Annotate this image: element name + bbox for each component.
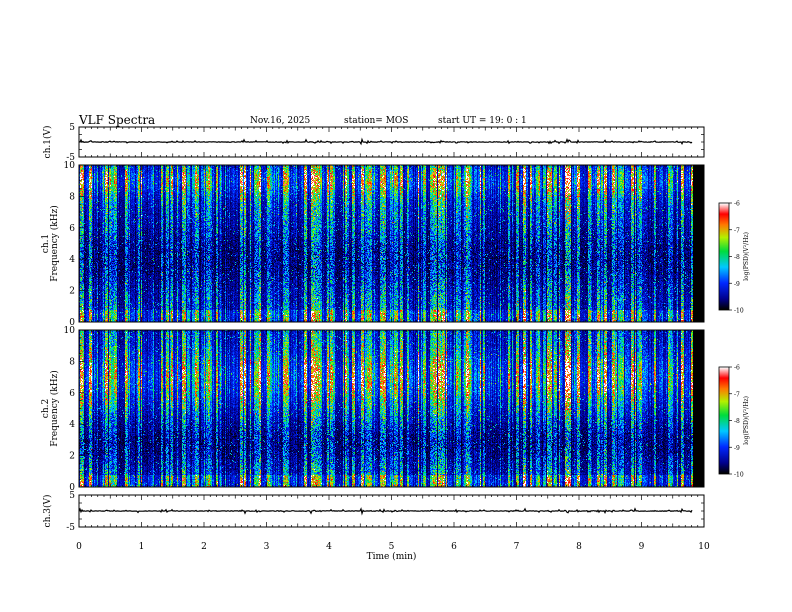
y-tick-label: 10 [64, 326, 76, 336]
colorbar-tick-label: -8 [734, 418, 740, 425]
y-tick-label: 0 [69, 318, 75, 328]
ch2-spectrogram-image [79, 330, 704, 487]
colorbar-tick-label: -10 [734, 472, 744, 479]
colorbar-tick-label: -6 [734, 201, 740, 208]
y-tick-label: 5 [69, 123, 75, 133]
station-label: station= MOS [344, 116, 409, 126]
colorbar-tick-label: -10 [734, 308, 744, 315]
ch2-colorbar [719, 367, 729, 474]
y-axis-label: ch.3(V) [42, 495, 53, 528]
y-tick-label: 10 [64, 161, 76, 171]
figure-title: VLF Spectra [79, 113, 156, 127]
observation-date: Nov.16, 2025 [250, 116, 311, 126]
x-axis-label: Time (min) [367, 551, 417, 562]
x-tick-label: 8 [576, 542, 582, 552]
colorbar-tick-label: -6 [734, 365, 740, 372]
colorbar-label: log(PSD)(V²/Hz) [743, 396, 750, 445]
x-tick-label: 7 [514, 542, 520, 552]
colorbar-frame [718, 366, 730, 475]
x-tick-label: 10 [698, 542, 710, 552]
ch3-waveform-axes: 5 -5 ch.3(V) 0 1 2 3 4 5 6 7 8 9 10 Time (min) [42, 491, 710, 562]
x-tick-label: 6 [451, 542, 457, 552]
y-tick-label: 5 [69, 491, 75, 501]
y-tick-label: 8 [69, 192, 75, 202]
colorbar-tick-label: -9 [734, 445, 740, 452]
y-axis-frequency-label: Frequency (kHz) [49, 370, 60, 447]
colorbar-tick-label: -9 [734, 281, 740, 288]
x-tick-label: 5 [389, 542, 395, 552]
ch2-spectrogram-frame [78, 329, 705, 488]
y-axis-channel-label: ch.2 [41, 399, 51, 418]
y-tick-label: 2 [69, 287, 75, 297]
y-tick-label: -5 [66, 523, 75, 533]
ch1-waveform-trace [78, 137, 693, 146]
x-tick-label: 0 [76, 542, 82, 552]
start-time-label: start UT = 19: 0 : 1 [438, 116, 527, 126]
ch3-waveform-trace [78, 507, 693, 516]
ch2-spectrogram-axes: 0 2 4 6 8 10 ch.2 Frequency (kHz) -6 -7 -8 -9 -10 log… [41, 326, 750, 493]
y-axis-channel-label: ch.1 [41, 234, 51, 253]
x-tick-label: 1 [139, 542, 145, 552]
colorbar-tick-label: -7 [734, 391, 740, 398]
ch1-waveform-axes: 5 -5 ch.1(V) [42, 123, 705, 163]
ch1-spectrogram-image [79, 165, 704, 322]
y-tick-label: 8 [69, 357, 75, 367]
x-tick-label: 9 [639, 542, 645, 552]
y-tick-label: 2 [69, 452, 75, 462]
ch1-spectrogram-axes: 0 2 4 6 8 10 ch.1 Frequency (kHz) -6 -7 -8 -9 -10 log… [41, 161, 750, 328]
x-tick-label: 2 [201, 542, 207, 552]
y-tick-label: 0 [69, 483, 75, 493]
y-tick-label: 6 [69, 389, 75, 399]
ch1-spectrogram-frame [78, 164, 705, 323]
y-axis-label: ch.1(V) [42, 126, 53, 159]
ch1-colorbar [719, 203, 729, 310]
colorbar-frame [718, 202, 730, 311]
colorbar-tick-label: -7 [734, 227, 740, 234]
y-tick-label: -5 [66, 153, 75, 163]
colorbar-tick-label: -8 [734, 254, 740, 261]
y-axis-frequency-label: Frequency (kHz) [49, 205, 60, 282]
y-tick-label: 4 [69, 255, 75, 265]
x-tick-label: 3 [264, 542, 270, 552]
y-tick-label: 6 [69, 224, 75, 234]
x-tick-label: 4 [326, 542, 332, 552]
y-tick-label: 4 [69, 420, 75, 430]
colorbar-label: log(PSD)(V²/Hz) [743, 232, 750, 281]
